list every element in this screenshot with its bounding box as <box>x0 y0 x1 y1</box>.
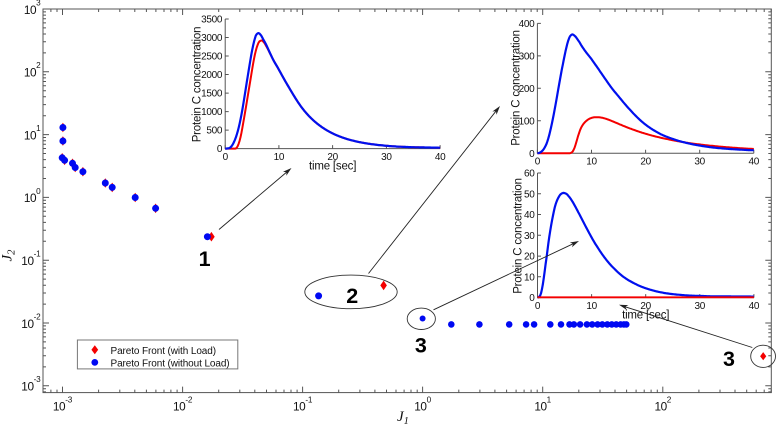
svg-text:0: 0 <box>535 157 541 168</box>
svg-text:10: 10 <box>524 272 535 283</box>
svg-text:100: 100 <box>519 116 536 127</box>
svg-text:Pareto Front (with Load): Pareto Front (with Load) <box>111 346 216 357</box>
svg-text:200: 200 <box>519 84 536 95</box>
svg-text:20: 20 <box>640 301 651 312</box>
svg-text:0: 0 <box>223 152 229 163</box>
svg-text:20: 20 <box>327 152 338 163</box>
svg-text:Protein C concentration: Protein C concentration <box>512 178 524 294</box>
svg-text:10: 10 <box>586 157 597 168</box>
svg-text:3000: 3000 <box>201 33 223 44</box>
svg-text:1000: 1000 <box>201 107 223 118</box>
svg-text:500: 500 <box>206 126 223 137</box>
svg-text:J1: J1 <box>397 409 409 426</box>
svg-text:3: 3 <box>723 347 735 371</box>
svg-text:40: 40 <box>435 152 446 163</box>
svg-text:30: 30 <box>381 152 392 163</box>
svg-text:40: 40 <box>749 301 760 312</box>
svg-text:0: 0 <box>529 293 535 304</box>
svg-text:3500: 3500 <box>201 15 223 26</box>
svg-text:50: 50 <box>524 189 535 200</box>
svg-text:3: 3 <box>415 333 427 357</box>
svg-text:300: 300 <box>519 52 536 63</box>
svg-text:2000: 2000 <box>201 70 223 81</box>
svg-text:1: 1 <box>199 247 211 271</box>
svg-text:60: 60 <box>524 169 535 180</box>
svg-text:10: 10 <box>274 152 285 163</box>
svg-text:0: 0 <box>529 149 535 160</box>
svg-text:20: 20 <box>524 252 535 263</box>
svg-text:20: 20 <box>640 157 651 168</box>
svg-text:1500: 1500 <box>201 89 223 100</box>
svg-text:30: 30 <box>694 157 705 168</box>
svg-text:Protein C concentration: Protein C concentration <box>191 27 203 143</box>
svg-text:time [sec]: time [sec] <box>309 161 356 173</box>
svg-text:30: 30 <box>695 301 706 312</box>
svg-text:0: 0 <box>535 301 541 312</box>
svg-text:400: 400 <box>519 19 536 30</box>
svg-text:10: 10 <box>586 301 597 312</box>
svg-text:time [sec]: time [sec] <box>622 310 669 322</box>
svg-text:30: 30 <box>524 231 535 242</box>
svg-text:0: 0 <box>217 144 223 155</box>
svg-text:40: 40 <box>524 210 535 221</box>
svg-text:2: 2 <box>346 284 358 308</box>
svg-text:40: 40 <box>749 157 760 168</box>
svg-text:Protein C concentration: Protein C concentration <box>510 30 522 146</box>
svg-text:2500: 2500 <box>201 52 223 63</box>
svg-text:Pareto Front (without Load): Pareto Front (without Load) <box>111 358 230 369</box>
